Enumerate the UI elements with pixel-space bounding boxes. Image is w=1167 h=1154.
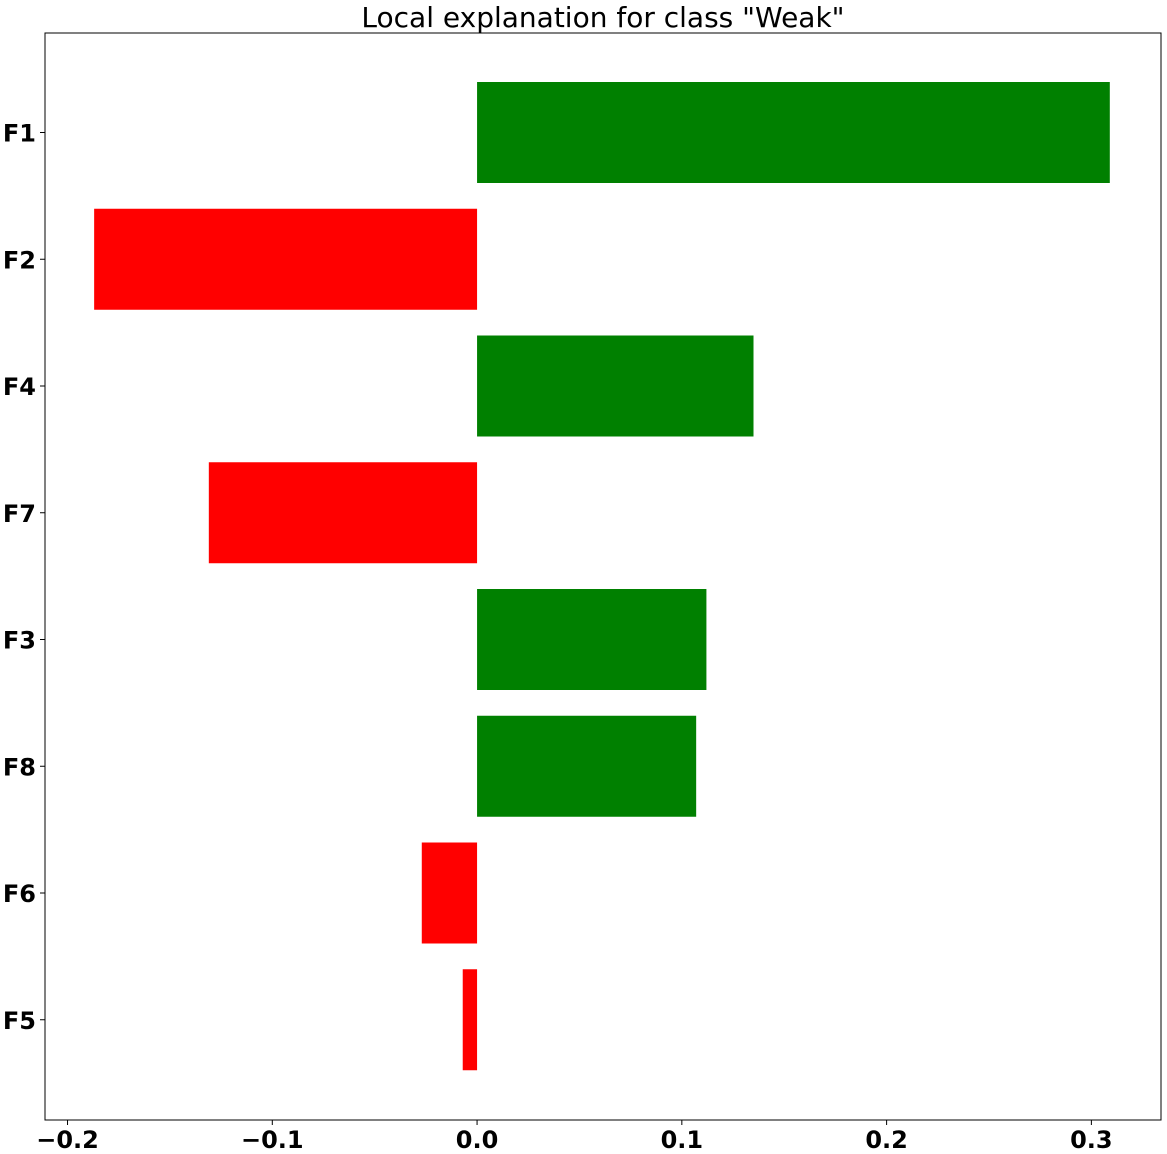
plot-area-frame — [44, 32, 1162, 1121]
x-tick-label: −0.1 — [241, 1126, 304, 1154]
x-tick-label: 0.1 — [661, 1126, 704, 1154]
y-tick-label: F3 — [3, 627, 36, 655]
y-tick-label: F1 — [3, 120, 36, 148]
x-tick-label: 0.2 — [865, 1126, 908, 1154]
y-axis: F1 F2 F4 F7 F3 F8 F6 F5 — [3, 120, 45, 1035]
bar-f3 — [477, 589, 707, 690]
y-tick-label: F5 — [3, 1007, 36, 1035]
bar-f7 — [208, 462, 478, 564]
bar-f1 — [477, 82, 1110, 183]
y-tick-label: F7 — [3, 500, 36, 528]
bar-f2 — [94, 208, 478, 310]
bar-f5 — [462, 969, 478, 1071]
chart-title: Local explanation for class "Weak" — [361, 1, 844, 34]
y-tick-label: F6 — [3, 880, 36, 908]
y-tick-label: F2 — [3, 246, 36, 274]
bars-group — [94, 82, 1110, 1071]
x-axis: −0.2 −0.1 0.0 0.1 0.2 0.3 — [36, 1120, 1113, 1154]
bar-f6 — [421, 842, 478, 944]
y-tick-label: F4 — [3, 373, 36, 401]
x-tick-label: 0.0 — [456, 1126, 499, 1154]
bar-f4 — [477, 335, 754, 437]
x-tick-label: 0.3 — [1070, 1126, 1113, 1154]
x-tick-label: −0.2 — [36, 1126, 99, 1154]
y-tick-label: F8 — [3, 753, 36, 781]
bar-f8 — [477, 715, 697, 817]
